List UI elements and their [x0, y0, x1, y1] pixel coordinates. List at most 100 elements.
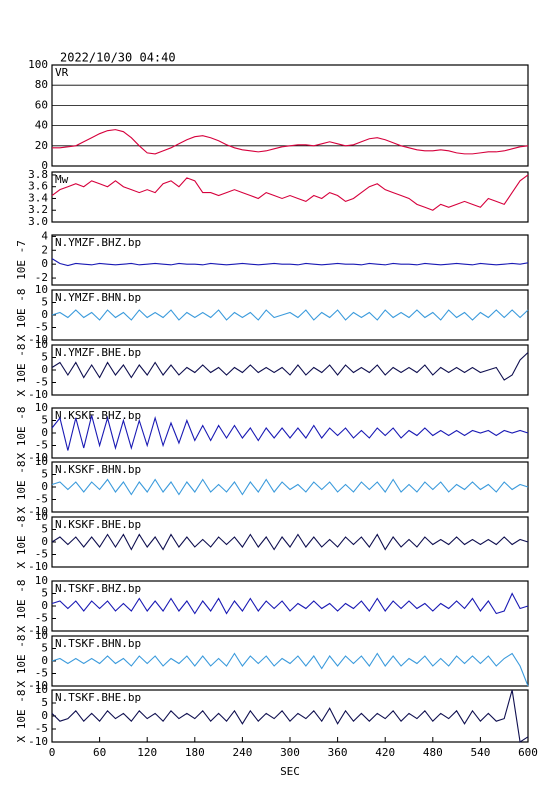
chart-date: 2022/10/30 04:40	[60, 51, 176, 65]
panel-label: N.KSKF.BHN.bp	[55, 463, 141, 476]
y-tick-label: 4	[41, 229, 48, 242]
x-tick-label: 60	[93, 746, 106, 759]
y-axis-label: X 10E -8	[15, 516, 28, 569]
y-tick-label: 5	[41, 587, 48, 600]
y-tick-label: -10	[28, 333, 48, 346]
trace-line	[51, 533, 529, 551]
y-axis-label: X 10E -8	[15, 690, 28, 743]
y-tick-label: 5	[41, 642, 48, 655]
y-tick-label: -10	[28, 388, 48, 401]
y-tick-label: 5	[41, 414, 48, 427]
trace-line	[51, 415, 529, 451]
y-tick-label: 40	[35, 119, 48, 132]
y-tick-label: 10	[35, 629, 48, 642]
y-tick-label: 2	[41, 243, 48, 256]
y-tick-label: -5	[35, 321, 48, 334]
y-tick-label: -5	[35, 548, 48, 561]
x-tick-label: 0	[49, 746, 56, 759]
y-axis-label: X 10E -8	[15, 289, 28, 342]
y-tick-label: -10	[28, 735, 48, 748]
x-tick-label: 180	[185, 746, 205, 759]
y-tick-label: 0	[41, 654, 48, 667]
y-tick-label: 0	[41, 426, 48, 439]
panel-frame	[51, 64, 529, 167]
y-tick-label: 10	[35, 574, 48, 587]
y-tick-label: 0	[41, 709, 48, 722]
trace-line	[52, 129, 529, 155]
y-tick-label: 10	[35, 283, 48, 296]
panel-label: N.TSKF.BHZ.bp	[55, 582, 141, 595]
trace-line	[51, 689, 529, 743]
y-tick-label: -10	[28, 679, 48, 692]
trace-line	[51, 352, 529, 381]
y-axis-label: X 10E -8	[15, 461, 28, 514]
y-tick-label: 80	[35, 78, 48, 91]
x-tick-label: 480	[423, 746, 443, 759]
y-tick-label: 0	[41, 308, 48, 321]
panel-label: Mw	[55, 173, 69, 186]
y-tick-label: -5	[35, 439, 48, 452]
y-tick-label: -10	[28, 560, 48, 573]
panel-label: N.TSKF.BHE.bp	[55, 691, 141, 704]
y-tick-label: -5	[35, 493, 48, 506]
y-axis-label: X 10E -8	[15, 407, 28, 460]
y-tick-label: 5	[41, 351, 48, 364]
y-tick-label: 0	[41, 363, 48, 376]
y-tick-label: 5	[41, 468, 48, 481]
y-tick-label: 3.4	[28, 191, 48, 204]
y-axis-label: 10E -7	[15, 240, 28, 280]
panel-label: N.YMZF.BHN.bp	[55, 291, 141, 304]
panel-label: VR	[55, 66, 69, 79]
y-tick-label: -5	[35, 667, 48, 680]
y-axis-label: X 10E -8	[15, 344, 28, 397]
y-tick-label: 100	[28, 58, 48, 71]
y-tick-label: 0	[41, 599, 48, 612]
trace-line	[51, 174, 529, 211]
y-tick-label: 5	[41, 523, 48, 536]
y-tick-label: -5	[35, 722, 48, 735]
y-tick-label: 60	[35, 98, 48, 111]
panel-frame	[51, 234, 529, 286]
x-tick-label: 360	[328, 746, 348, 759]
y-tick-label: 20	[35, 139, 48, 152]
y-tick-label: 10	[35, 510, 48, 523]
panel-label: N.YMZF.BHZ.bp	[55, 236, 141, 249]
x-axis-label: SEC	[280, 765, 300, 778]
y-axis-label: X 10E -8	[15, 635, 28, 688]
y-tick-label: -10	[28, 451, 48, 464]
trace-line	[51, 478, 529, 496]
x-tick-label: 540	[470, 746, 490, 759]
x-tick-label: 300	[280, 746, 300, 759]
y-tick-label: 10	[35, 455, 48, 468]
y-tick-label: 5	[41, 696, 48, 709]
panel-label: N.KSKF.BHZ.bp	[55, 409, 141, 422]
y-tick-label: 0	[41, 480, 48, 493]
panel-label: N.KSKF.BHE.bp	[55, 518, 141, 531]
trace-line	[51, 652, 529, 687]
y-tick-label: 3.0	[28, 215, 48, 228]
panel-label: N.TSKF.BHN.bp	[55, 637, 141, 650]
y-tick-label: 10	[35, 401, 48, 414]
trace-line	[51, 592, 529, 615]
y-tick-label: -5	[35, 376, 48, 389]
y-tick-label: 10	[35, 683, 48, 696]
y-tick-label: -10	[28, 505, 48, 518]
y-tick-label: 5	[41, 296, 48, 309]
y-tick-label: 0	[41, 159, 48, 172]
y-tick-label: -2	[35, 271, 48, 284]
y-tick-label: 0	[41, 535, 48, 548]
y-tick-label: 3.8	[28, 168, 48, 181]
y-tick-label: 3.6	[28, 180, 48, 193]
y-tick-label: -10	[28, 624, 48, 637]
y-tick-label: -5	[35, 612, 48, 625]
x-tick-label: 240	[232, 746, 252, 759]
x-tick-label: 120	[137, 746, 157, 759]
panel-label: N.YMZF.BHE.bp	[55, 346, 141, 359]
trace-line	[51, 258, 529, 267]
trace-line	[51, 309, 529, 321]
panel-frame	[51, 171, 529, 223]
y-tick-label: 0	[41, 257, 48, 270]
x-tick-label: 600	[518, 746, 538, 759]
